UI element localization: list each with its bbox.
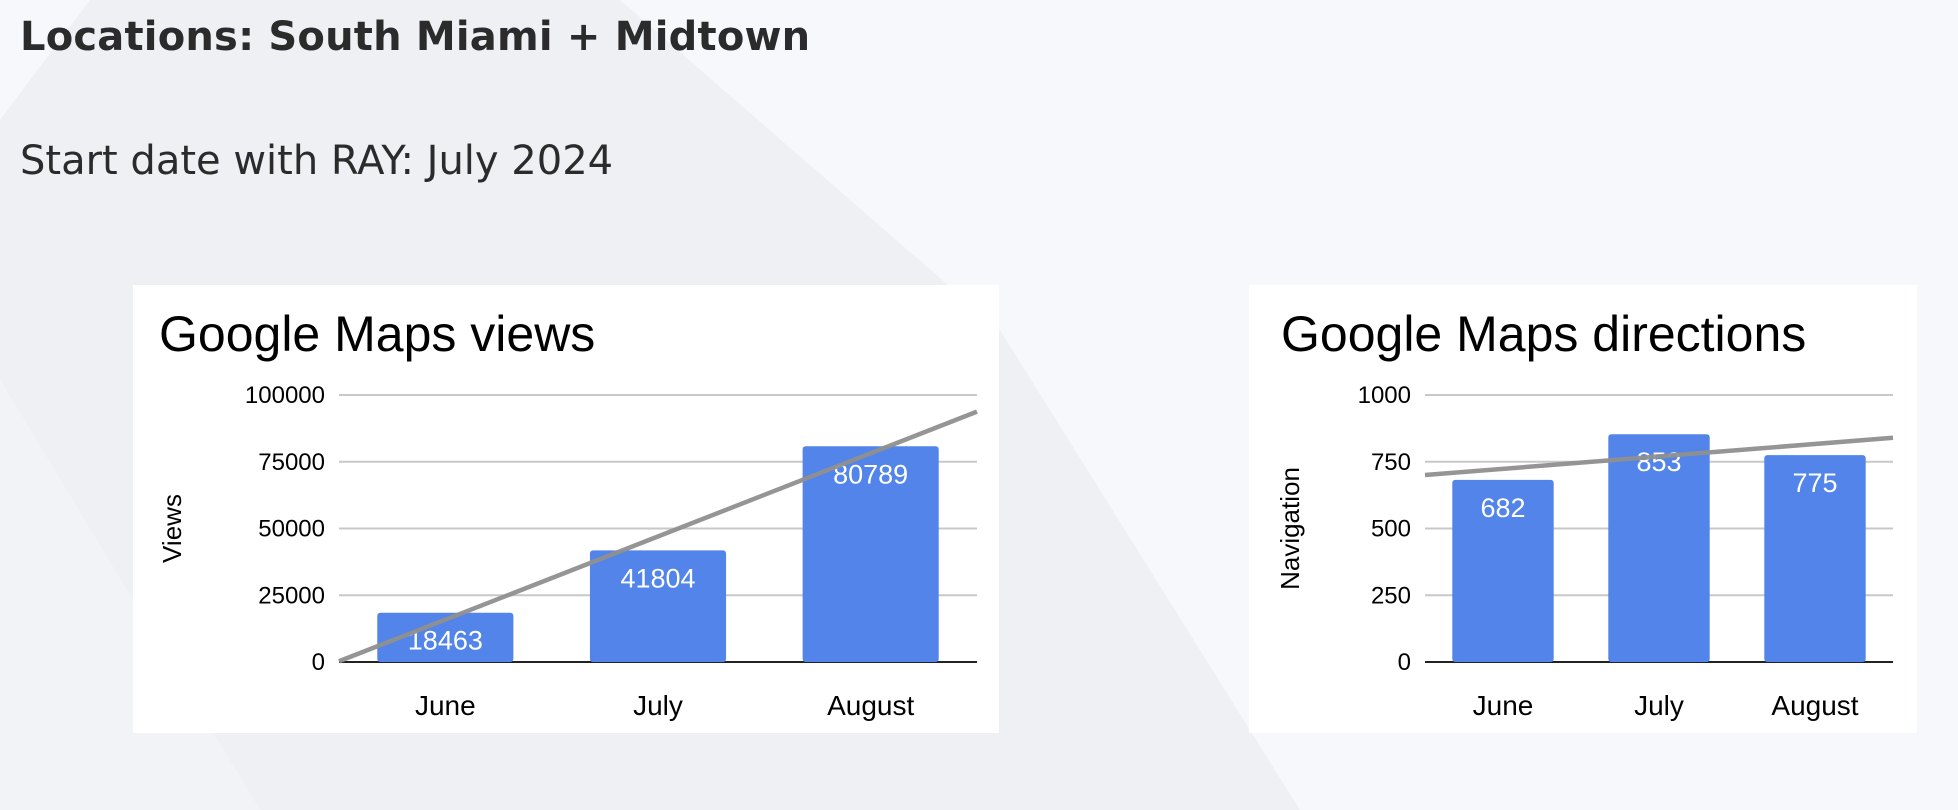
trendline (338, 409, 978, 664)
x-category-label: August (1771, 690, 1858, 721)
bar (1764, 455, 1866, 662)
bar (377, 612, 514, 662)
y-tick-label: 50000 (258, 516, 325, 543)
y-tick-label: 1000 (1358, 382, 1411, 409)
x-category-label: June (415, 690, 476, 721)
x-category-label: July (633, 690, 683, 721)
bar-data-label: 682 (1480, 493, 1525, 523)
views-chart-card: Google Maps views 0 25000 50000 75000 100000 V… (133, 285, 999, 733)
y-tick-label: 500 (1371, 516, 1411, 543)
trendline (1424, 435, 1894, 478)
x-category-label: August (827, 690, 914, 721)
page-heading: Locations: South Miami + Midtown (20, 14, 811, 60)
bar (802, 446, 939, 662)
y-axis-label: Navigation (1275, 467, 1305, 590)
bar (1608, 434, 1710, 662)
bar-data-label: 853 (1636, 447, 1681, 477)
y-tick-label: 75000 (258, 449, 325, 476)
bar (589, 550, 727, 662)
y-tick-label: 750 (1371, 449, 1411, 476)
x-category-label: July (1634, 690, 1684, 721)
x-category-label: June (1473, 690, 1534, 721)
bar (1452, 479, 1554, 662)
chart-title: Google Maps views (159, 306, 595, 362)
bar-data-label: 41804 (620, 563, 695, 593)
bar-data-label: 775 (1792, 468, 1837, 498)
y-axis-label: Views (157, 494, 187, 563)
directions-chart-card: Google Maps directions 0 250 500 750 1000 Navi… (1249, 285, 1917, 733)
directions-chart: Google Maps directions 0 250 500 750 1000 Navi… (1275, 306, 1894, 721)
y-tick-label: 100000 (245, 382, 325, 409)
chart-title: Google Maps directions (1281, 306, 1806, 362)
y-tick-label: 0 (1398, 649, 1411, 676)
views-chart: Google Maps views 0 25000 50000 75000 100000 V… (157, 306, 978, 721)
y-tick-label: 0 (312, 649, 325, 676)
page-subheading: Start date with RAY: July 2024 (20, 138, 614, 184)
y-tick-label: 250 (1371, 582, 1411, 609)
y-tick-label: 25000 (258, 582, 325, 609)
